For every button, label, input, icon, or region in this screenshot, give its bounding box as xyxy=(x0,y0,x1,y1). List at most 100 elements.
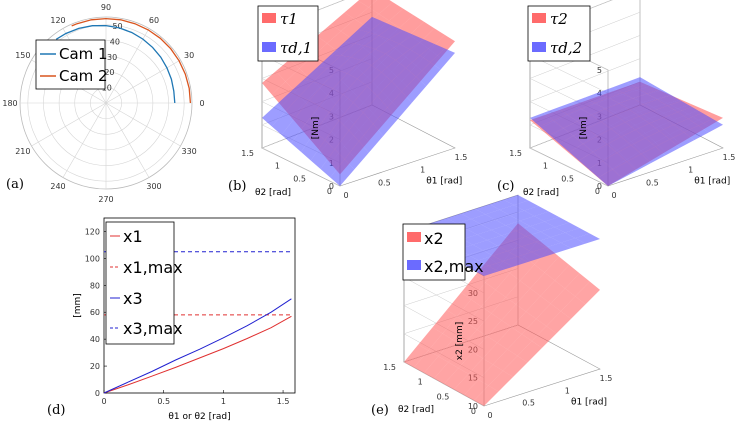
z-tick-label: 10 xyxy=(468,402,478,411)
surface-2-patch xyxy=(559,135,584,152)
surface-2-patch xyxy=(464,260,489,271)
legend-label-taud1: τd,1 xyxy=(280,39,312,57)
surface-2-patch xyxy=(343,78,368,103)
x-axis-label: θ1 [rad] xyxy=(694,177,730,187)
surface-2-patch xyxy=(573,128,598,144)
polar-angle-tick-label: 120 xyxy=(50,16,65,25)
surface-2-patch xyxy=(505,220,531,231)
surface-2-patch xyxy=(395,49,421,68)
surface-2-patch xyxy=(524,206,549,217)
surface-1-patch xyxy=(454,373,479,395)
surface-2-patch xyxy=(468,250,493,261)
surface-2-patch xyxy=(520,216,545,227)
surface-2-patch xyxy=(639,110,664,124)
surface-2-patch xyxy=(416,62,441,87)
legend-label-x2: x2 xyxy=(424,229,444,248)
surface-2-patch xyxy=(531,247,557,258)
surface-2-patch xyxy=(554,222,580,233)
surface-2-patch xyxy=(536,237,561,248)
y-tick-label: 1 xyxy=(543,162,548,171)
surface-chart-e: 101520253000.511.500.511.5θ1 [rad]θ2 [ra… xyxy=(383,194,612,420)
surface-1-patch xyxy=(485,265,510,290)
y-tick-label: 80 xyxy=(90,281,100,290)
surface-2-patch xyxy=(364,35,390,50)
x-tick-label: 1.5 xyxy=(723,153,736,162)
polar-angle-tick-label: 180 xyxy=(2,99,17,108)
surface-1-patch xyxy=(448,345,473,369)
surface-2-patch xyxy=(611,122,636,137)
surface-2-patch xyxy=(626,77,651,88)
x-tick-label: 1 xyxy=(565,386,570,395)
surface-2-patch xyxy=(509,210,535,221)
surface-2-patch xyxy=(309,84,334,106)
surface-1-patch xyxy=(378,2,404,21)
y-tick-label: 120 xyxy=(85,227,100,236)
polar-angle-tick-label: 270 xyxy=(98,195,113,204)
x-tick-label: 1 xyxy=(221,397,226,406)
legend-box-d xyxy=(105,221,175,345)
surface-2-patch xyxy=(492,251,518,262)
surface-1-patch xyxy=(461,275,486,300)
polar-radius-tick-label: 10 xyxy=(102,84,112,93)
surface-1-patch xyxy=(466,306,492,330)
legend-label-x1: x1 xyxy=(123,227,143,246)
surface-2-patch xyxy=(502,256,528,267)
surface-2-patch xyxy=(491,225,516,236)
y-tick-label: 1 xyxy=(275,162,280,171)
surface-2-patch xyxy=(405,55,431,77)
x-tick-label: 0.5 xyxy=(378,178,391,187)
surface-2-patch xyxy=(669,132,695,148)
z-tick-label: 0 xyxy=(329,182,334,191)
surface-2-patch xyxy=(497,241,522,252)
polar-grid-spoke xyxy=(31,102,107,147)
surface-2-patch xyxy=(517,252,542,263)
surface-1-patch xyxy=(575,281,600,305)
surface-2-patch xyxy=(471,214,496,225)
surface-2-patch xyxy=(543,107,568,121)
surface-2-patch xyxy=(301,131,325,161)
surface-2-patch xyxy=(485,209,510,220)
surface-2-patch xyxy=(330,159,355,186)
surface-1-patch xyxy=(285,68,310,92)
surface-2-patch xyxy=(581,103,606,115)
surface-2-patch xyxy=(373,107,398,137)
surface-2-patch xyxy=(344,29,369,44)
surface-1-patch xyxy=(444,368,469,390)
surface-2-patch xyxy=(550,232,576,243)
y-tick-label: 0 xyxy=(327,187,332,196)
surface-2-patch xyxy=(587,121,612,137)
surface-2-patch xyxy=(472,240,498,251)
surface-2-patch xyxy=(503,195,529,206)
surface-2-patch xyxy=(478,255,503,266)
surface-2-patch xyxy=(557,102,582,115)
polar-radius-tick-label: 40 xyxy=(110,37,120,46)
surface-2-patch xyxy=(667,100,692,113)
y-tick-label: 40 xyxy=(90,335,100,344)
surface-1-patch xyxy=(456,299,482,324)
surface-1-patch xyxy=(418,327,443,351)
surface-2-patch xyxy=(320,149,345,178)
surface-1-patch xyxy=(477,313,502,337)
surface-1-patch xyxy=(262,71,286,95)
surface-2-patch xyxy=(539,120,564,135)
surface-2-patch xyxy=(378,25,404,40)
surface-2-patch xyxy=(271,111,296,135)
surface-2-patch xyxy=(616,145,642,162)
surface-2-patch xyxy=(281,117,306,144)
surface-2-patch xyxy=(385,43,410,61)
legend-d: x1 x1,max x3 x3,max xyxy=(105,221,183,345)
y-tick-label: 0.5 xyxy=(293,174,306,183)
surface-1-patch xyxy=(358,0,378,8)
surface-1-patch xyxy=(458,352,483,374)
surface-2-patch xyxy=(592,144,617,161)
surface-2-patch xyxy=(462,234,488,245)
surface-1-patch xyxy=(389,8,414,28)
surface-2-patch xyxy=(565,228,590,239)
surface-2-patch xyxy=(487,235,512,246)
polar-radius-tick-label: 50 xyxy=(112,22,122,31)
surface-1-patch xyxy=(340,19,365,39)
panel-label-a: (a) xyxy=(6,177,24,192)
surface-2-patch xyxy=(466,224,492,235)
polar-grid-spoke xyxy=(105,59,181,104)
surface-1-patch xyxy=(536,303,561,327)
